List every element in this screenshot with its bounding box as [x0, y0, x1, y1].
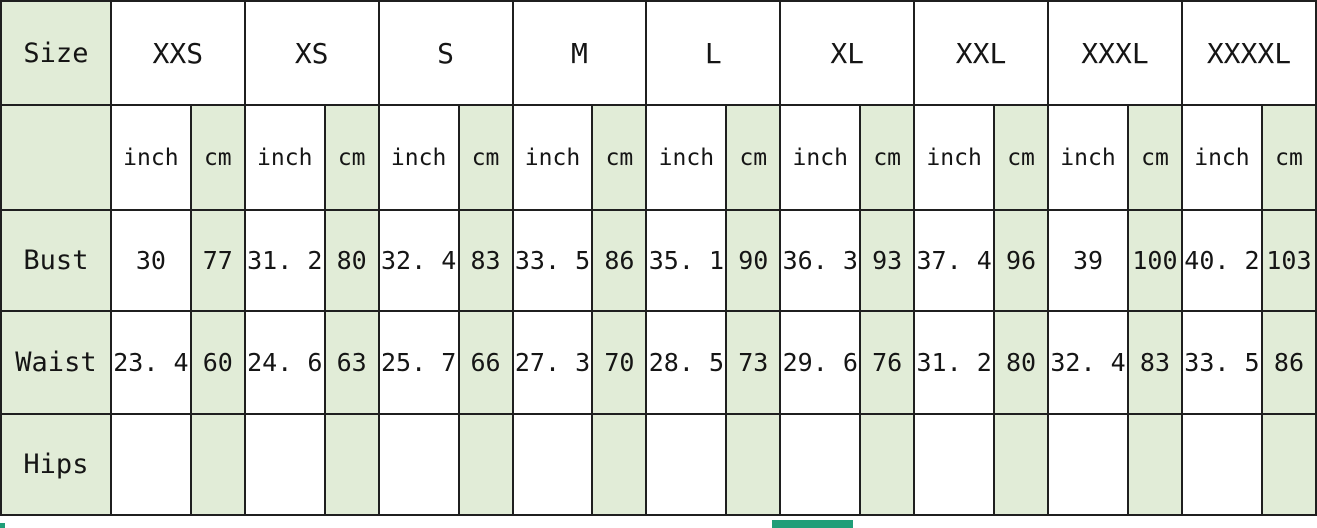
value-cell: 83 [457, 209, 514, 312]
unit-label-cm: cm [1260, 104, 1317, 211]
value-cell: 83 [1126, 310, 1183, 415]
value-cell: 80 [993, 310, 1049, 415]
unit-label-inch: inch [913, 104, 996, 211]
unit-row-blank-cell [0, 104, 112, 211]
value-cell: 23. 4 [109, 310, 192, 415]
row-label-bust: Bust [0, 209, 112, 312]
row-label-waist: Waist [0, 310, 112, 415]
unit-label-cm: cm [859, 104, 916, 211]
value-cell: 33. 5 [511, 209, 594, 312]
value-cell: 31. 2 [913, 310, 996, 415]
value-cell: 37. 4 [913, 209, 996, 312]
unit-label-inch: inch [1180, 104, 1263, 211]
value-cell [645, 413, 728, 516]
value-cell: 28. 5 [645, 310, 728, 415]
value-cell: 27. 3 [511, 310, 594, 415]
value-cell [109, 413, 192, 516]
teal-accent-bar [772, 520, 853, 528]
unit-label-inch: inch [243, 104, 326, 211]
value-cell: 60 [189, 310, 246, 415]
value-cell: 35. 1 [645, 209, 728, 312]
unit-label-inch: inch [511, 104, 594, 211]
value-cell [1260, 413, 1317, 516]
value-cell: 73 [725, 310, 782, 415]
value-cell: 96 [993, 209, 1049, 312]
unit-label-cm: cm [323, 104, 380, 211]
unit-label-inch: inch [1047, 104, 1129, 211]
corner-size-label: Size [0, 0, 112, 106]
value-cell [1047, 413, 1129, 516]
size-column-header-xl: XL [779, 0, 916, 106]
unit-label-inch: inch [645, 104, 728, 211]
value-cell: 103 [1260, 209, 1317, 312]
value-cell: 76 [859, 310, 916, 415]
size-column-header-m: M [511, 0, 648, 106]
size-column-header-xxs: XXS [109, 0, 246, 106]
size-chart-table: Size XXS XS S M L XL XXL XXXL XXXXL inch cm inch cm in… [0, 0, 1317, 516]
value-cell [859, 413, 916, 516]
value-cell [377, 413, 460, 516]
value-cell [993, 413, 1049, 516]
value-cell: 32. 4 [1047, 310, 1129, 415]
value-cell: 32. 4 [377, 209, 460, 312]
size-column-header-xxxl: XXXL [1047, 0, 1183, 106]
size-column-header-l: L [645, 0, 782, 106]
unit-label-cm: cm [591, 104, 648, 211]
value-cell: 33. 5 [1180, 310, 1263, 415]
value-cell: 80 [323, 209, 380, 312]
value-cell: 36. 3 [779, 209, 862, 312]
value-cell [511, 413, 594, 516]
value-cell [913, 413, 996, 516]
value-cell [779, 413, 862, 516]
value-cell: 70 [591, 310, 648, 415]
unit-label-inch: inch [377, 104, 460, 211]
value-cell [189, 413, 246, 516]
value-cell: 24. 6 [243, 310, 326, 415]
value-cell: 25. 7 [377, 310, 460, 415]
value-cell: 100 [1126, 209, 1183, 312]
value-cell: 40. 2 [1180, 209, 1263, 312]
value-cell: 90 [725, 209, 782, 312]
row-label-hips: Hips [0, 413, 112, 516]
value-cell [591, 413, 648, 516]
size-column-header-s: S [377, 0, 514, 106]
value-cell: 93 [859, 209, 916, 312]
value-cell: 77 [189, 209, 246, 312]
value-cell: 31. 2 [243, 209, 326, 312]
size-column-header-xxxxl: XXXXL [1180, 0, 1317, 106]
size-column-header-xxl: XXL [913, 0, 1049, 106]
value-cell [457, 413, 514, 516]
value-cell: 30 [109, 209, 192, 312]
value-cell: 39 [1047, 209, 1129, 312]
value-cell: 86 [1260, 310, 1317, 415]
unit-label-inch: inch [109, 104, 192, 211]
teal-corner-mark [0, 523, 5, 528]
value-cell [1180, 413, 1263, 516]
value-cell: 86 [591, 209, 648, 312]
value-cell: 66 [457, 310, 514, 415]
value-cell [1126, 413, 1183, 516]
unit-label-cm: cm [725, 104, 782, 211]
unit-label-cm: cm [189, 104, 246, 211]
value-cell [323, 413, 380, 516]
unit-label-cm: cm [457, 104, 514, 211]
value-cell [243, 413, 326, 516]
value-cell: 63 [323, 310, 380, 415]
unit-label-inch: inch [779, 104, 862, 211]
value-cell [725, 413, 782, 516]
unit-label-cm: cm [993, 104, 1049, 211]
value-cell: 29. 6 [779, 310, 862, 415]
size-column-header-xs: XS [243, 0, 380, 106]
unit-label-cm: cm [1126, 104, 1183, 211]
